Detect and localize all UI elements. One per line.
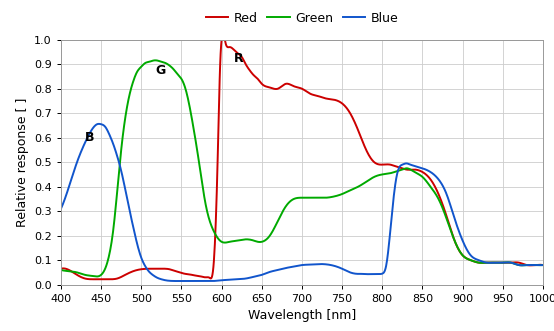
Line: Green: Green <box>61 60 543 276</box>
Blue <box>434 176 441 180</box>
Text: R: R <box>234 52 243 65</box>
Red <box>540 263 546 267</box>
Red <box>443 214 450 218</box>
Text: G: G <box>156 64 166 77</box>
Green <box>107 246 114 250</box>
Red <box>389 164 396 167</box>
Blue <box>254 274 260 278</box>
Y-axis label: Relative response [ ]: Relative response [ ] <box>16 98 29 227</box>
Blue <box>58 207 64 211</box>
Red <box>434 190 441 194</box>
Line: Blue: Blue <box>61 124 543 281</box>
Red <box>254 76 260 80</box>
X-axis label: Wavelength [nm]: Wavelength [nm] <box>248 309 356 322</box>
Green <box>93 274 100 278</box>
Green <box>152 58 159 62</box>
Blue <box>107 135 114 139</box>
Line: Red: Red <box>61 34 543 279</box>
Blue <box>443 192 450 196</box>
Red <box>107 277 114 281</box>
Green <box>271 226 278 230</box>
Blue <box>271 269 278 273</box>
Blue <box>540 263 546 267</box>
Legend: Red, Green, Blue: Red, Green, Blue <box>206 12 398 25</box>
Red <box>93 277 100 281</box>
Red <box>220 32 227 36</box>
Green <box>254 240 260 244</box>
Red <box>58 267 64 271</box>
Blue <box>207 279 214 283</box>
Green <box>434 196 441 200</box>
Blue <box>389 203 396 207</box>
Red <box>271 87 278 91</box>
Blue <box>96 122 102 126</box>
Green <box>443 216 450 220</box>
Text: B: B <box>85 131 95 144</box>
Green <box>540 263 546 267</box>
Green <box>389 170 396 174</box>
Green <box>58 268 64 272</box>
